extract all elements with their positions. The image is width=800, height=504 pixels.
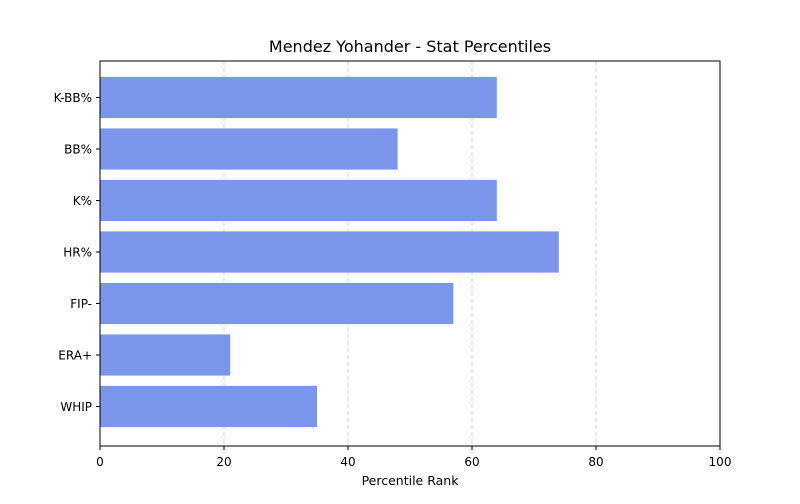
y-tick-label: WHIP (60, 400, 92, 414)
x-axis-ticks: 0 20 40 60 80 100 (96, 446, 731, 469)
bar-k-bb (100, 76, 497, 119)
y-tick-label: K-BB% (54, 91, 92, 105)
x-tick-label: 60 (464, 455, 479, 469)
bar-hr (100, 231, 559, 273)
plot-frame (99, 60, 721, 447)
y-tick-label: BB% (64, 143, 92, 157)
x-tick-label: 20 (216, 455, 231, 469)
y-tick-label: K% (73, 194, 92, 208)
bar-k (100, 179, 497, 222)
x-tick-label: 100 (709, 455, 732, 469)
bar-era (100, 334, 231, 376)
x-axis-label: Percentile Rank (362, 473, 460, 488)
bars (100, 76, 559, 428)
chart-title: Mendez Yohander - Stat Percentiles (269, 37, 551, 56)
x-tick-label: 0 (96, 455, 104, 469)
bar-whip (100, 385, 317, 428)
y-tick-label: ERA+ (58, 349, 92, 363)
y-tick-label: HR% (63, 246, 92, 260)
y-tick-label: FIP- (70, 297, 92, 311)
y-axis-ticks: WHIP ERA+ FIP- HR% K% BB% K-BB% (54, 91, 100, 414)
x-tick-label: 40 (340, 455, 355, 469)
bar-fip (100, 282, 454, 325)
bar-bb (100, 128, 398, 170)
x-tick-label: 80 (588, 455, 603, 469)
